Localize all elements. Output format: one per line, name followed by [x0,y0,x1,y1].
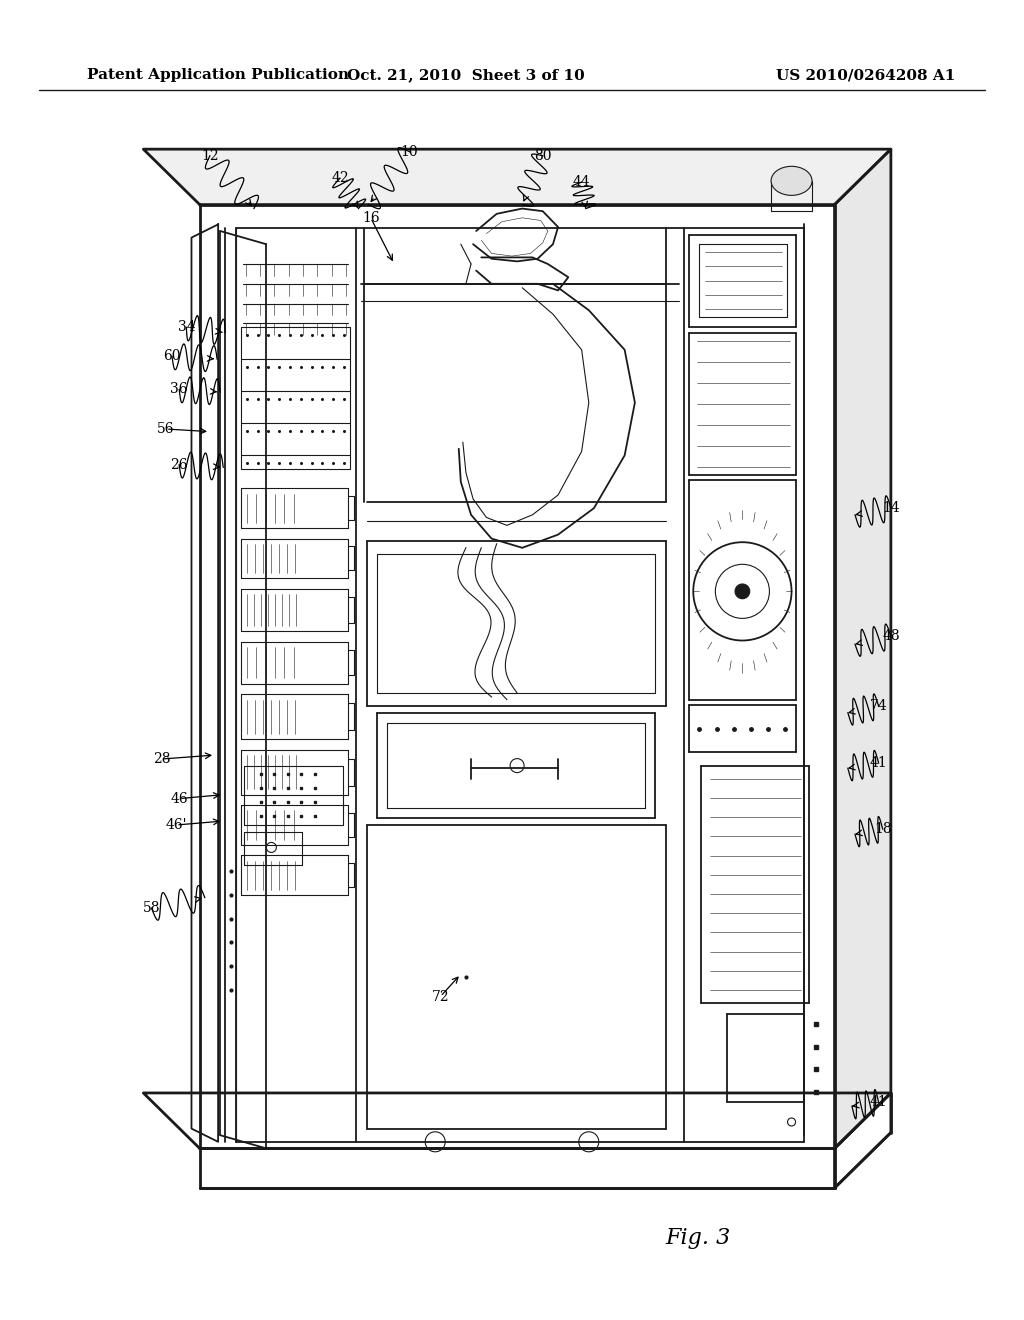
Text: 41: 41 [869,1096,888,1109]
Circle shape [735,583,750,599]
Text: 16: 16 [361,211,380,224]
Text: 80: 80 [534,149,552,162]
Polygon shape [200,205,835,1148]
Text: 34: 34 [177,321,196,334]
Text: Patent Application Publication: Patent Application Publication [87,69,349,82]
Text: 58: 58 [142,902,161,915]
Text: Oct. 21, 2010  Sheet 3 of 10: Oct. 21, 2010 Sheet 3 of 10 [347,69,585,82]
Text: 10: 10 [400,145,419,158]
Text: 18: 18 [873,822,892,836]
Text: 72: 72 [431,990,450,1003]
Text: 42: 42 [331,172,349,185]
Text: 14: 14 [882,502,900,515]
Text: 28: 28 [153,752,171,766]
Text: 26: 26 [170,458,188,471]
Text: 46: 46 [170,792,188,805]
Text: 46': 46' [166,818,186,832]
Text: 44: 44 [572,176,591,189]
Text: 41: 41 [869,756,888,770]
Polygon shape [143,149,891,205]
Ellipse shape [771,166,812,195]
Polygon shape [835,149,891,1148]
Text: 56: 56 [157,422,175,436]
Text: 36: 36 [170,383,188,396]
Text: Fig. 3: Fig. 3 [666,1228,731,1249]
Text: 48: 48 [882,630,900,643]
Text: 74: 74 [869,700,888,713]
Text: US 2010/0264208 A1: US 2010/0264208 A1 [775,69,955,82]
Text: 60: 60 [163,350,181,363]
Text: 12: 12 [201,149,219,162]
